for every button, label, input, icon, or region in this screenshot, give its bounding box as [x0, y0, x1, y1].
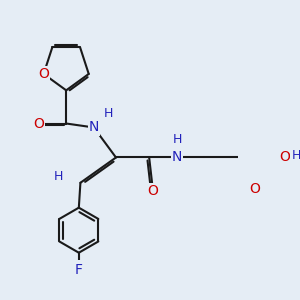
- Text: H: H: [173, 133, 182, 146]
- Text: F: F: [75, 263, 83, 277]
- Text: H: H: [54, 170, 63, 183]
- Text: N: N: [172, 151, 182, 164]
- Text: H: H: [103, 107, 113, 120]
- Text: O: O: [147, 184, 158, 198]
- Text: O: O: [38, 67, 49, 81]
- Text: O: O: [33, 116, 44, 130]
- Text: O: O: [279, 150, 290, 164]
- Text: H: H: [292, 149, 300, 162]
- Text: N: N: [89, 121, 99, 134]
- Text: O: O: [249, 182, 260, 196]
